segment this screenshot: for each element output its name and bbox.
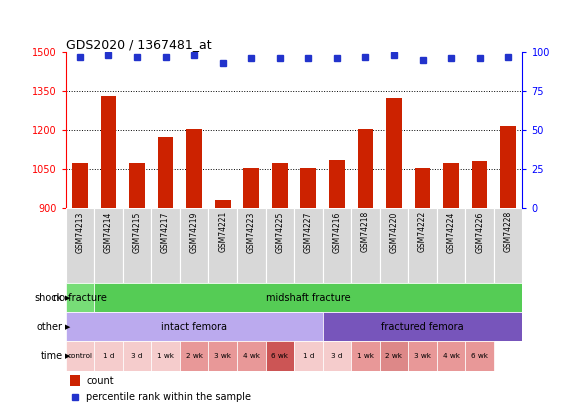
Text: GSM74223: GSM74223: [247, 211, 256, 253]
Text: ▶: ▶: [65, 295, 70, 301]
Bar: [66, 283, 94, 312]
Bar: [208, 208, 237, 283]
Bar: [180, 341, 208, 371]
Text: 1 d: 1 d: [103, 353, 114, 359]
Text: other: other: [37, 322, 63, 332]
Bar: [323, 312, 522, 341]
Text: time: time: [41, 351, 63, 361]
Bar: [94, 341, 123, 371]
Text: shock: shock: [35, 293, 63, 303]
Bar: [94, 208, 123, 283]
Bar: [472, 162, 488, 208]
Bar: [208, 341, 237, 371]
Text: 2 wk: 2 wk: [186, 353, 203, 359]
Bar: [151, 341, 180, 371]
Bar: [180, 208, 208, 283]
Text: GSM74222: GSM74222: [418, 211, 427, 252]
Text: GSM74226: GSM74226: [475, 211, 484, 253]
Text: 4 wk: 4 wk: [443, 353, 460, 359]
Bar: [266, 341, 294, 371]
Text: percentile rank within the sample: percentile rank within the sample: [86, 392, 251, 403]
Text: GSM74221: GSM74221: [218, 211, 227, 252]
Text: GSM74224: GSM74224: [447, 211, 456, 253]
Bar: [351, 208, 380, 283]
Bar: [237, 341, 266, 371]
Text: GSM74225: GSM74225: [275, 211, 284, 253]
Bar: [500, 126, 516, 208]
Bar: [408, 341, 437, 371]
Text: GSM74227: GSM74227: [304, 211, 313, 253]
Bar: [237, 208, 266, 283]
Text: GSM74218: GSM74218: [361, 211, 370, 252]
Bar: [300, 168, 316, 208]
Text: 3 d: 3 d: [131, 353, 143, 359]
Bar: [294, 208, 323, 283]
Bar: [294, 341, 323, 371]
Text: midshaft fracture: midshaft fracture: [266, 293, 351, 303]
Bar: [243, 168, 259, 208]
Bar: [465, 341, 494, 371]
Text: GSM74214: GSM74214: [104, 211, 113, 253]
Text: 3 d: 3 d: [331, 353, 343, 359]
Bar: [66, 341, 94, 371]
Bar: [123, 208, 151, 283]
Bar: [351, 341, 380, 371]
Bar: [215, 200, 231, 208]
Bar: [158, 137, 174, 208]
Bar: [66, 312, 323, 341]
Bar: [266, 208, 294, 283]
Bar: [66, 208, 94, 283]
Text: GSM74213: GSM74213: [75, 211, 85, 253]
Bar: [70, 375, 81, 386]
Bar: [415, 168, 431, 208]
Text: GSM74217: GSM74217: [161, 211, 170, 253]
Bar: [272, 163, 288, 208]
Bar: [357, 129, 373, 208]
Text: fractured femora: fractured femora: [381, 322, 464, 332]
Text: 3 wk: 3 wk: [214, 353, 231, 359]
Bar: [323, 341, 351, 371]
Text: intact femora: intact femora: [161, 322, 227, 332]
Bar: [100, 96, 116, 208]
Text: 1 wk: 1 wk: [357, 353, 374, 359]
Text: count: count: [86, 375, 114, 386]
Text: 6 wk: 6 wk: [271, 353, 288, 359]
Text: 6 wk: 6 wk: [471, 353, 488, 359]
Bar: [494, 208, 522, 283]
Text: 4 wk: 4 wk: [243, 353, 260, 359]
Bar: [123, 341, 151, 371]
Text: ▶: ▶: [65, 324, 70, 330]
Bar: [323, 208, 351, 283]
Text: GSM74215: GSM74215: [132, 211, 142, 253]
Bar: [380, 208, 408, 283]
Text: ▶: ▶: [65, 353, 70, 359]
Bar: [408, 208, 437, 283]
Text: 2 wk: 2 wk: [385, 353, 403, 359]
Text: no fracture: no fracture: [53, 293, 107, 303]
Text: GSM74219: GSM74219: [190, 211, 199, 253]
Text: GSM74220: GSM74220: [389, 211, 399, 253]
Bar: [151, 208, 180, 283]
Text: 3 wk: 3 wk: [414, 353, 431, 359]
Bar: [386, 98, 402, 208]
Bar: [380, 341, 408, 371]
Text: 1 wk: 1 wk: [157, 353, 174, 359]
Text: GDS2020 / 1367481_at: GDS2020 / 1367481_at: [66, 38, 211, 51]
Bar: [129, 163, 145, 208]
Bar: [437, 208, 465, 283]
Bar: [443, 163, 459, 208]
Text: GSM74228: GSM74228: [504, 211, 513, 252]
Text: control: control: [67, 353, 93, 359]
Bar: [437, 341, 465, 371]
Text: GSM74216: GSM74216: [332, 211, 341, 253]
Bar: [72, 163, 88, 208]
Bar: [186, 129, 202, 208]
Bar: [329, 160, 345, 208]
Text: 1 d: 1 d: [303, 353, 314, 359]
Bar: [465, 208, 494, 283]
